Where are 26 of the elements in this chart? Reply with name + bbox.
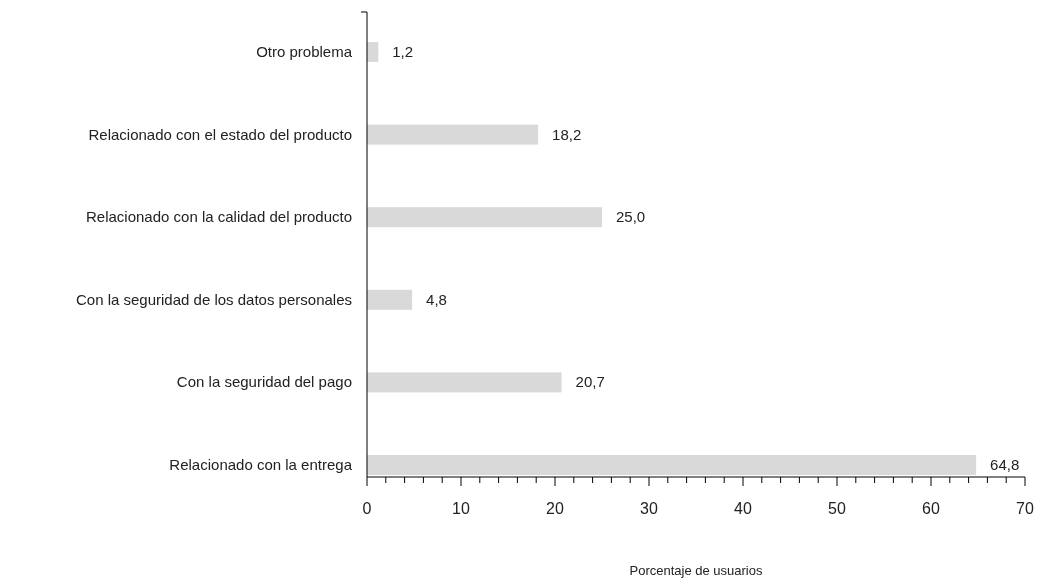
bar bbox=[367, 372, 562, 393]
data-label: 18,2 bbox=[552, 125, 582, 143]
x-axis-title: Porcentaje de usuarios bbox=[629, 563, 763, 578]
y-tick-label: Con la seguridad del pago bbox=[176, 373, 352, 391]
data-label: 1,2 bbox=[392, 43, 414, 60]
x-tick-label: 40 bbox=[734, 500, 752, 517]
y-tick-label: Con la seguridad de los datos personales bbox=[75, 290, 352, 308]
x-tick-label: 10 bbox=[452, 500, 470, 517]
x-tick-label: 70 bbox=[1016, 500, 1034, 517]
bar bbox=[367, 207, 602, 228]
bar bbox=[367, 124, 539, 145]
x-tick-label: 20 bbox=[546, 500, 564, 517]
x-tick-label: 30 bbox=[640, 500, 658, 517]
data-label: 20,7 bbox=[575, 373, 605, 391]
data-label: 4,8 bbox=[426, 290, 447, 308]
x-tick-label: 60 bbox=[922, 500, 940, 517]
y-tick-label: Relacionado con la calidad del producto bbox=[85, 208, 352, 226]
x-tick-label: 50 bbox=[828, 500, 846, 517]
bar bbox=[367, 455, 977, 475]
bar bbox=[367, 289, 413, 310]
data-label: 25,0 bbox=[616, 208, 646, 226]
y-tick-label: Otro problema bbox=[256, 43, 353, 60]
data-label: 64,8 bbox=[990, 456, 1020, 473]
y-tick-label: Relacionado con la entrega bbox=[169, 456, 353, 473]
x-tick-label: 0 bbox=[362, 500, 372, 517]
y-tick-label: Relacionado con el estado del producto bbox=[88, 125, 352, 143]
